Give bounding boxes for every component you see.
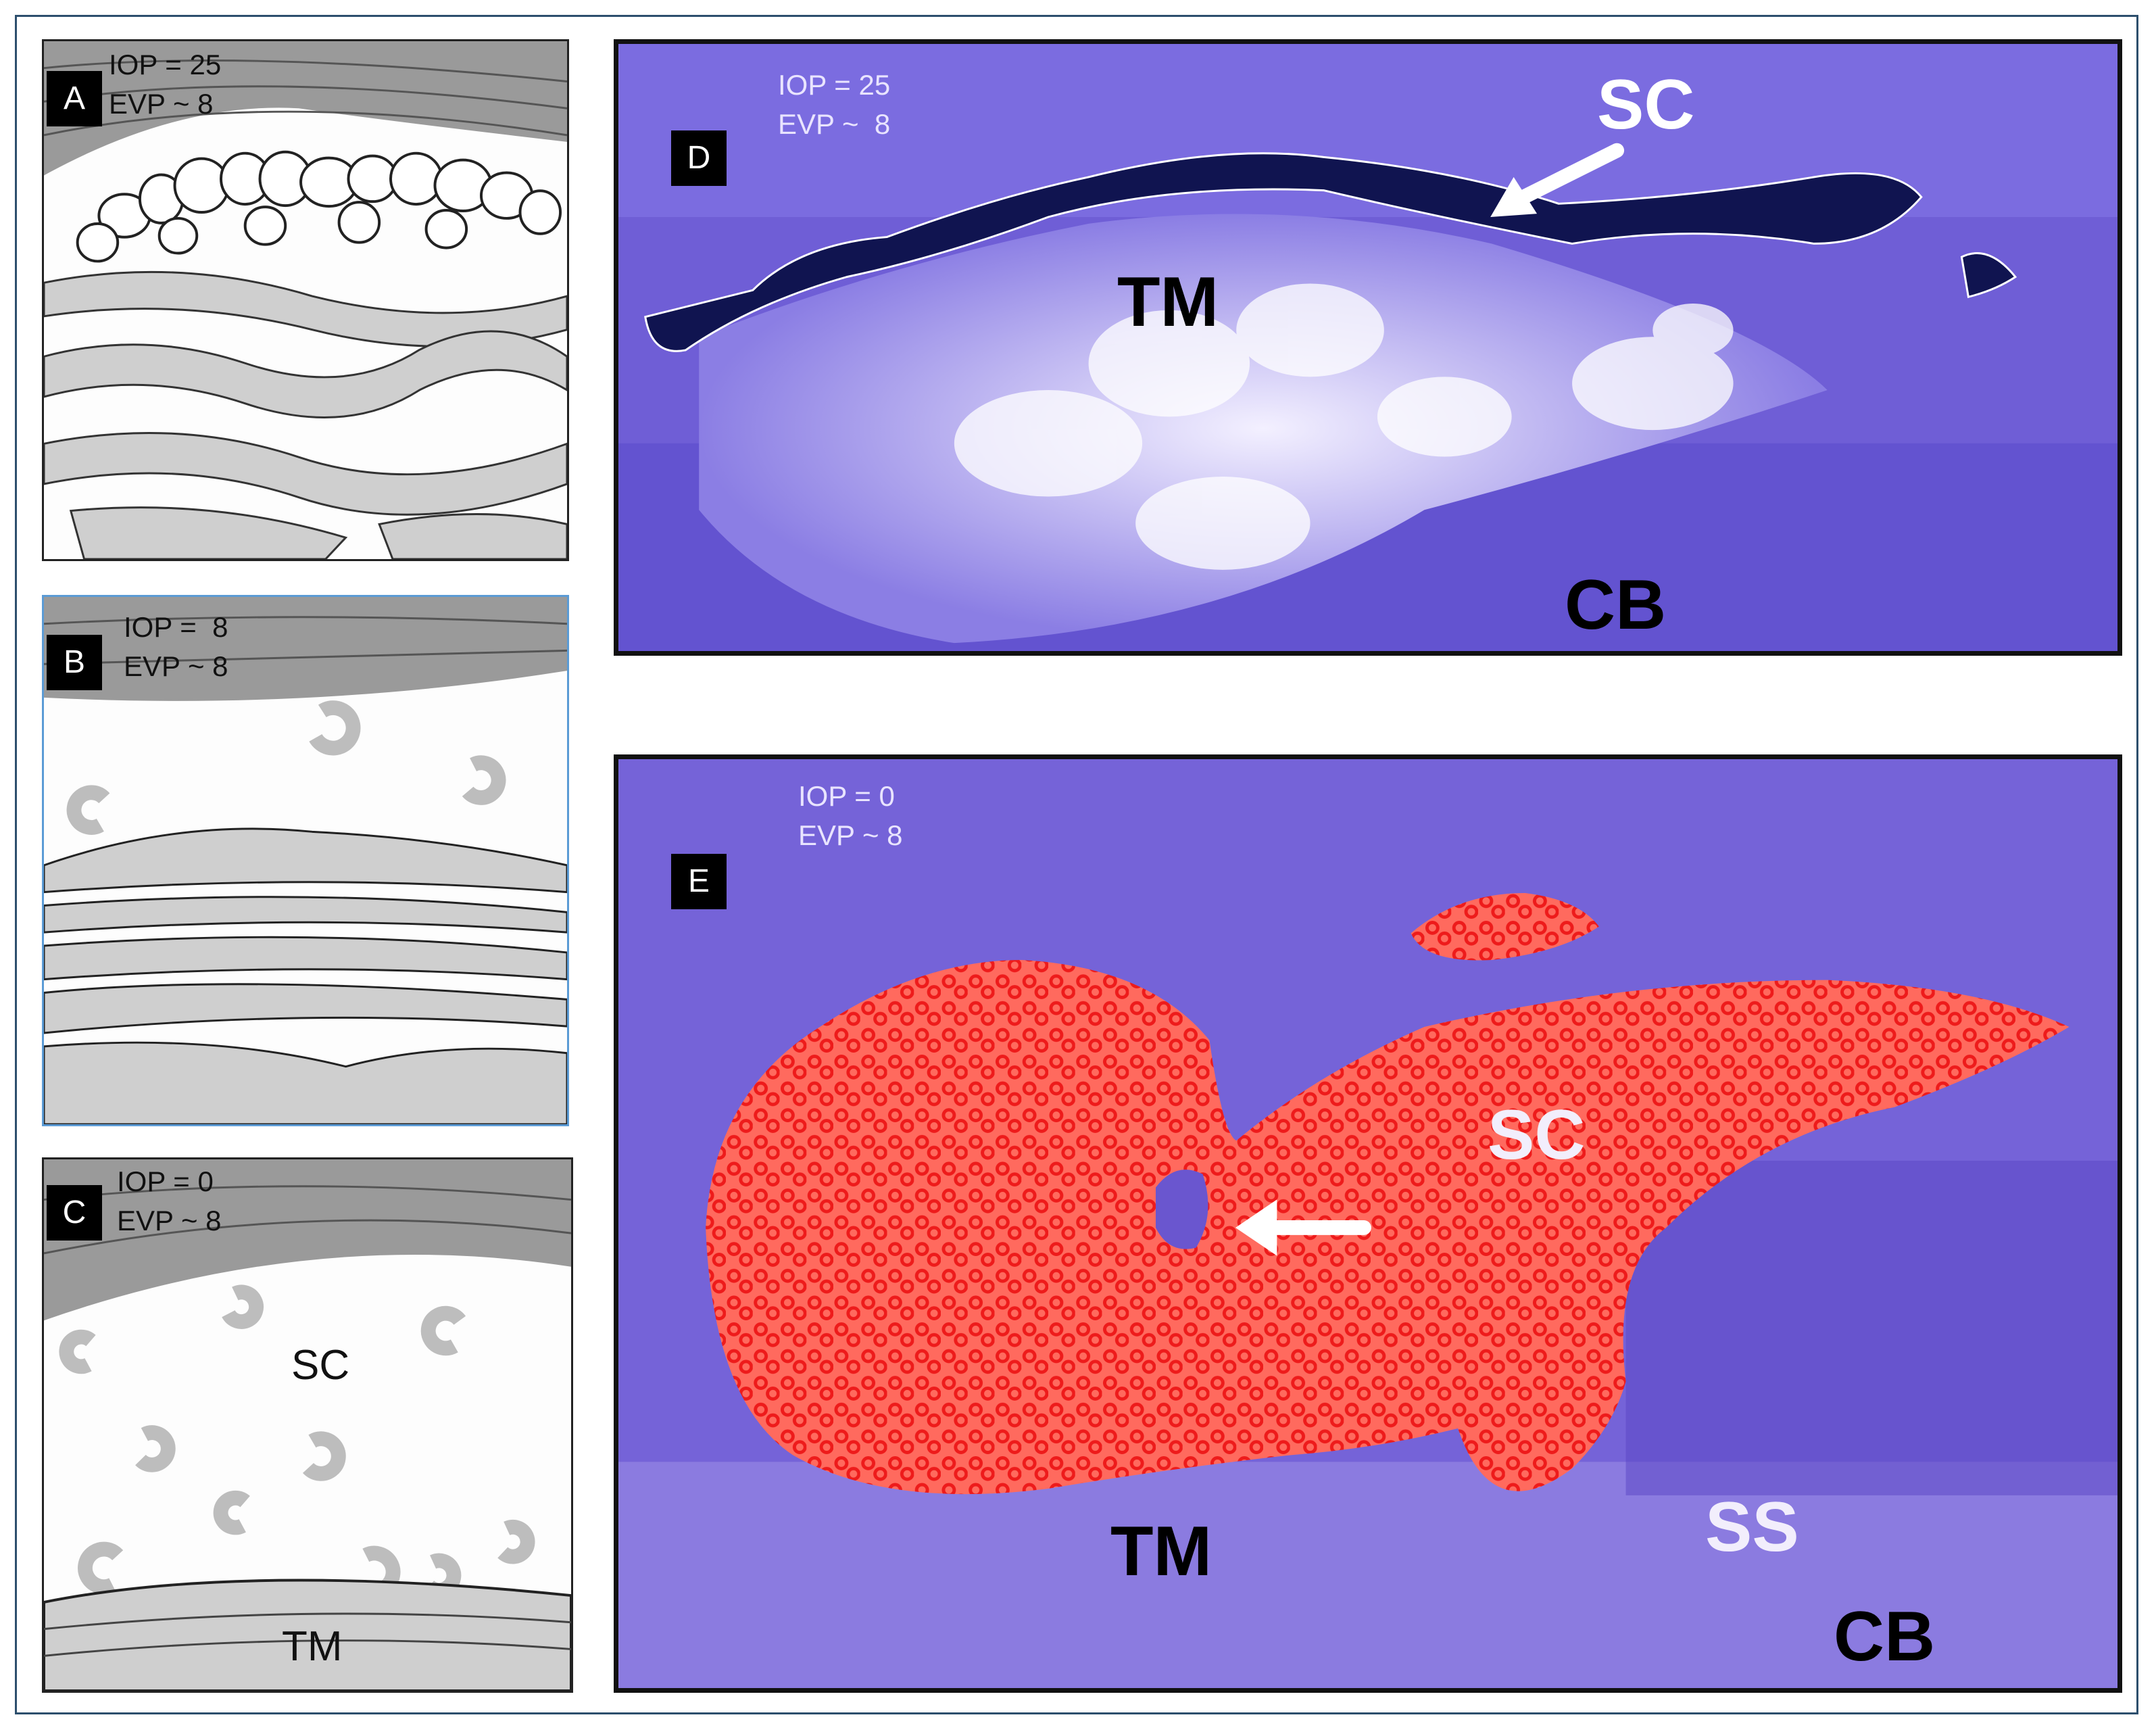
panel-d-evp: EVP ~ 8 [778, 108, 891, 140]
panel-c-iop: IOP = 0 [117, 1165, 214, 1197]
panel-c-sc-label: SC [291, 1342, 350, 1389]
panel-a-evp: EVP ~ 8 [109, 88, 214, 120]
panel-c: C IOP = 0 EVP ~ 8 SC TM [42, 1157, 573, 1693]
panel-c-evp: EVP ~ 8 [117, 1205, 222, 1236]
panel-d-iop: IOP = 25 [778, 69, 891, 101]
panel-c-tm-label: TM [282, 1623, 343, 1670]
panel-d-cb-label: CB [1565, 566, 1667, 644]
panel-a-drawing [44, 41, 567, 559]
panel-e-sc-label: SC [1488, 1096, 1586, 1174]
panel-e-ss-label: SS [1705, 1488, 1799, 1566]
panel-e-evp: EVP ~ 8 [798, 819, 903, 851]
panel-a: A IOP = 25 EVP ~ 8 [42, 39, 569, 561]
panel-c-badge: C [47, 1185, 102, 1241]
panel-b: B IOP = 8 EVP ~ 8 [42, 595, 569, 1126]
panel-e-badge: E [671, 854, 727, 909]
panel-e-iop: IOP = 0 [798, 780, 895, 812]
panel-e-cb-label: CB [1834, 1597, 1936, 1676]
panel-d-sc-label: SC [1597, 66, 1695, 144]
panel-b-badge: B [47, 635, 102, 690]
panel-e-micrograph [618, 759, 2117, 1688]
panel-d-badge: D [671, 130, 727, 186]
panel-c-drawing [44, 1159, 571, 1691]
panel-b-iop: IOP = 8 [124, 611, 228, 643]
panel-d-micrograph [618, 44, 2117, 651]
panel-a-iop: IOP = 25 [109, 49, 222, 80]
figure-frame [15, 15, 2138, 1714]
panel-a-badge: A [47, 71, 102, 126]
panel-b-evp: EVP ~ 8 [124, 650, 228, 682]
panel-b-drawing [44, 597, 567, 1124]
panel-d-tm-label: TM [1117, 263, 1219, 341]
panel-d: D IOP = 25 EVP ~ 8 SC TM CB [614, 39, 2122, 656]
panel-e-tm-label: TM [1110, 1512, 1212, 1591]
panel-e: E IOP = 0 EVP ~ 8 SC TM SS CB [614, 754, 2122, 1693]
